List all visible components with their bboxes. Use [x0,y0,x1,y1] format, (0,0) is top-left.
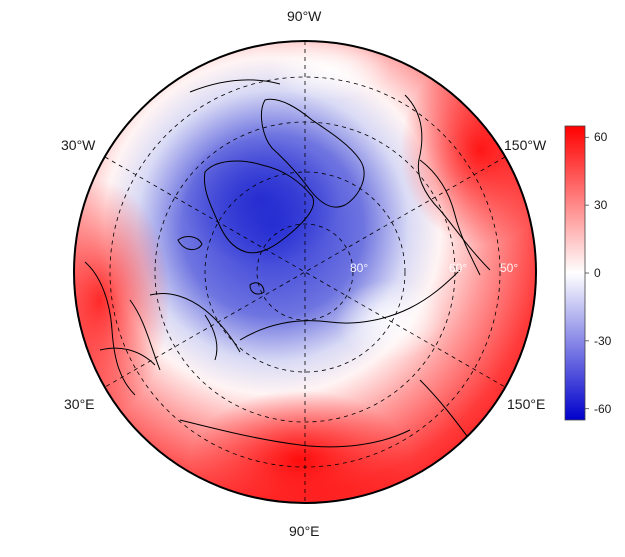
scandinavia-coast [149,293,241,361]
lon-label-150w: 150°W [504,137,547,153]
siberia-coast [239,269,461,341]
latitude-circle-80 [256,223,354,321]
colorbar-tick-label: -30 [594,333,612,348]
meridian-30w-150e [104,156,506,388]
coastlines [84,79,491,448]
meridian-150w-30e [104,156,506,388]
lat-label-60: 60° [449,261,467,275]
lat-label-50: 50° [500,261,518,275]
iceland-outline [177,236,203,250]
colorbar-tick-label: 0 [594,266,601,280]
alaska-coast [419,159,481,276]
lon-label-30w: 30°W [61,137,96,153]
colorbar-gradient [564,125,586,421]
lat-label-80: 80° [350,261,368,275]
colorbar-tick-label: 60 [594,130,608,145]
europe-borders [84,261,161,396]
latitude-circle-70 [204,171,406,373]
lon-label-30e: 30°E [64,396,95,412]
arctic-archipelago [261,98,365,208]
anomaly-field [74,41,536,503]
colorbar-tick-label: 30 [594,198,608,213]
lon-label-150e: 150°E [507,396,546,412]
svalbard-outline [249,282,265,295]
lon-label-90w: 90°W [287,8,322,24]
map-border [73,40,537,504]
lon-label-90e: 90°E [289,523,320,539]
graticule [104,41,506,503]
colorbar [564,125,586,421]
colorbar-tick-label: -60 [594,401,612,416]
asia-borders [179,379,471,448]
